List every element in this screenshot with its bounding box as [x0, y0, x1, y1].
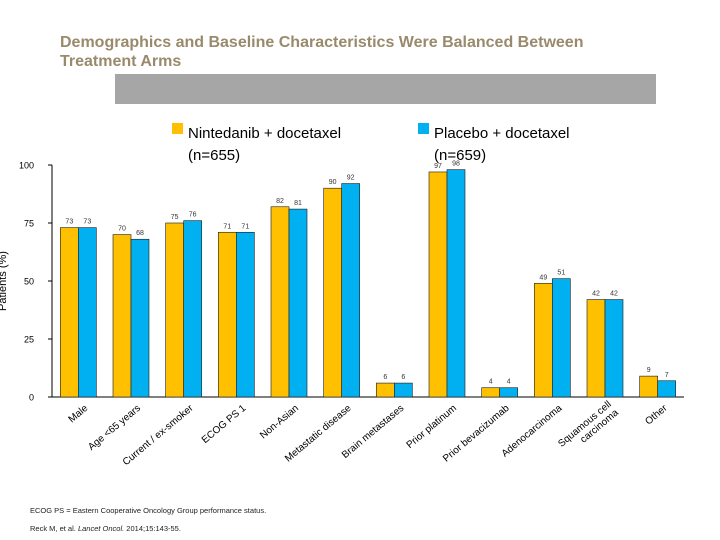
- bar-placebo-11: [657, 380, 676, 398]
- y-tick-label-25: 25: [24, 335, 34, 345]
- bar-nintedanib-6: [376, 382, 395, 398]
- bar-nintedanib-9: [534, 283, 553, 398]
- value-label-nintedanib-11: 9: [647, 367, 651, 374]
- bar-placebo-4: [288, 208, 308, 398]
- legend-label-placebo: Placebo + docetaxel: [434, 125, 570, 142]
- value-label-placebo-9: 51: [557, 270, 565, 277]
- bar-chart: 0 25 50 75 100 Patients (%) 73 73 Male 70 68 Age <6…: [0, 123, 684, 468]
- y-axis-title: Patients (%): [0, 251, 9, 311]
- bar-placebo-3: [236, 231, 255, 398]
- reference-authors: Reck M, et al.: [30, 524, 78, 533]
- x-tick-label-7: Prior platinum: [405, 403, 459, 451]
- value-label-nintedanib-0: 73: [65, 219, 73, 226]
- value-label-nintedanib-7: 97: [434, 163, 442, 170]
- bar-nintedanib-2: [165, 222, 184, 398]
- value-label-placebo-8: 4: [507, 379, 511, 386]
- y-tick-label-0: 0: [29, 393, 34, 403]
- value-label-nintedanib-4: 82: [276, 198, 284, 205]
- bar-nintedanib-0: [60, 227, 79, 398]
- bar-placebo-7: [446, 169, 466, 398]
- bar-placebo-9: [552, 278, 571, 398]
- legend-count-placebo: (n=659): [434, 147, 486, 164]
- legend-count-nintedanib: (n=655): [188, 147, 240, 164]
- value-label-nintedanib-3: 71: [223, 223, 231, 230]
- bar-nintedanib-8: [481, 387, 500, 398]
- y-tick-label-75: 75: [24, 219, 34, 229]
- x-tick-label-0: Male: [67, 403, 91, 426]
- value-label-placebo-0: 73: [83, 219, 91, 226]
- bar-nintedanib-11: [639, 375, 658, 398]
- bar-placebo-10: [604, 299, 624, 398]
- value-label-nintedanib-10: 42: [592, 291, 600, 298]
- value-label-nintedanib-1: 70: [118, 226, 126, 233]
- value-label-placebo-3: 71: [241, 223, 249, 230]
- value-label-placebo-2: 76: [189, 212, 197, 219]
- bar-nintedanib-5: [323, 187, 342, 398]
- value-label-nintedanib-5: 90: [329, 179, 337, 186]
- slide-title: Demographics and Baseline Characteristic…: [60, 34, 584, 70]
- value-label-nintedanib-6: 6: [383, 374, 387, 381]
- bar-nintedanib-1: [112, 234, 132, 398]
- value-label-placebo-5: 92: [347, 175, 355, 182]
- footnote-reference: Reck M, et al. Lancet Oncol. 2014;15:143…: [30, 524, 181, 533]
- x-tick-label-4: Non-Asian: [258, 403, 301, 441]
- value-label-nintedanib-8: 4: [489, 379, 493, 386]
- value-label-nintedanib-9: 49: [539, 274, 547, 281]
- value-label-placebo-11: 7: [665, 372, 669, 379]
- bar-nintedanib-7: [428, 171, 448, 398]
- reference-details: 2014;15:143-55.: [124, 524, 181, 533]
- legend-label-nintedanib: Nintedanib + docetaxel: [188, 125, 341, 142]
- value-label-nintedanib-2: 75: [171, 214, 179, 221]
- x-tick-label-10: Squamous cellcarcinoma: [556, 399, 621, 458]
- value-label-placebo-10: 42: [610, 291, 618, 298]
- bar-placebo-6: [394, 382, 413, 398]
- bar-nintedanib-3: [218, 231, 237, 398]
- legend-swatch-placebo: [418, 123, 429, 134]
- bar-nintedanib-10: [586, 299, 606, 398]
- title-underline-band: [115, 74, 656, 104]
- x-tick-label-1: Age <65 years: [86, 403, 143, 453]
- bar-placebo-1: [130, 238, 150, 398]
- bar-placebo-8: [499, 387, 518, 398]
- value-label-placebo-7: 98: [452, 161, 460, 168]
- value-label-placebo-6: 6: [401, 374, 405, 381]
- x-tick-label-11: Other: [643, 402, 670, 427]
- value-label-placebo-4: 81: [294, 200, 302, 207]
- bar-nintedanib-4: [270, 206, 290, 398]
- bar-placebo-2: [183, 220, 202, 398]
- bar-placebo-5: [341, 183, 360, 398]
- x-tick-label-3: ECOG PS 1: [200, 403, 249, 446]
- value-label-placebo-1: 68: [136, 230, 144, 237]
- footnote-abbreviation: ECOG PS = Eastern Cooperative Oncology G…: [30, 506, 267, 515]
- y-tick-label-50: 50: [24, 277, 34, 287]
- y-tick-label-100: 100: [19, 161, 34, 171]
- legend-swatch-nintedanib: [172, 123, 183, 134]
- reference-journal: Lancet Oncol.: [77, 524, 125, 533]
- bar-placebo-0: [78, 227, 97, 398]
